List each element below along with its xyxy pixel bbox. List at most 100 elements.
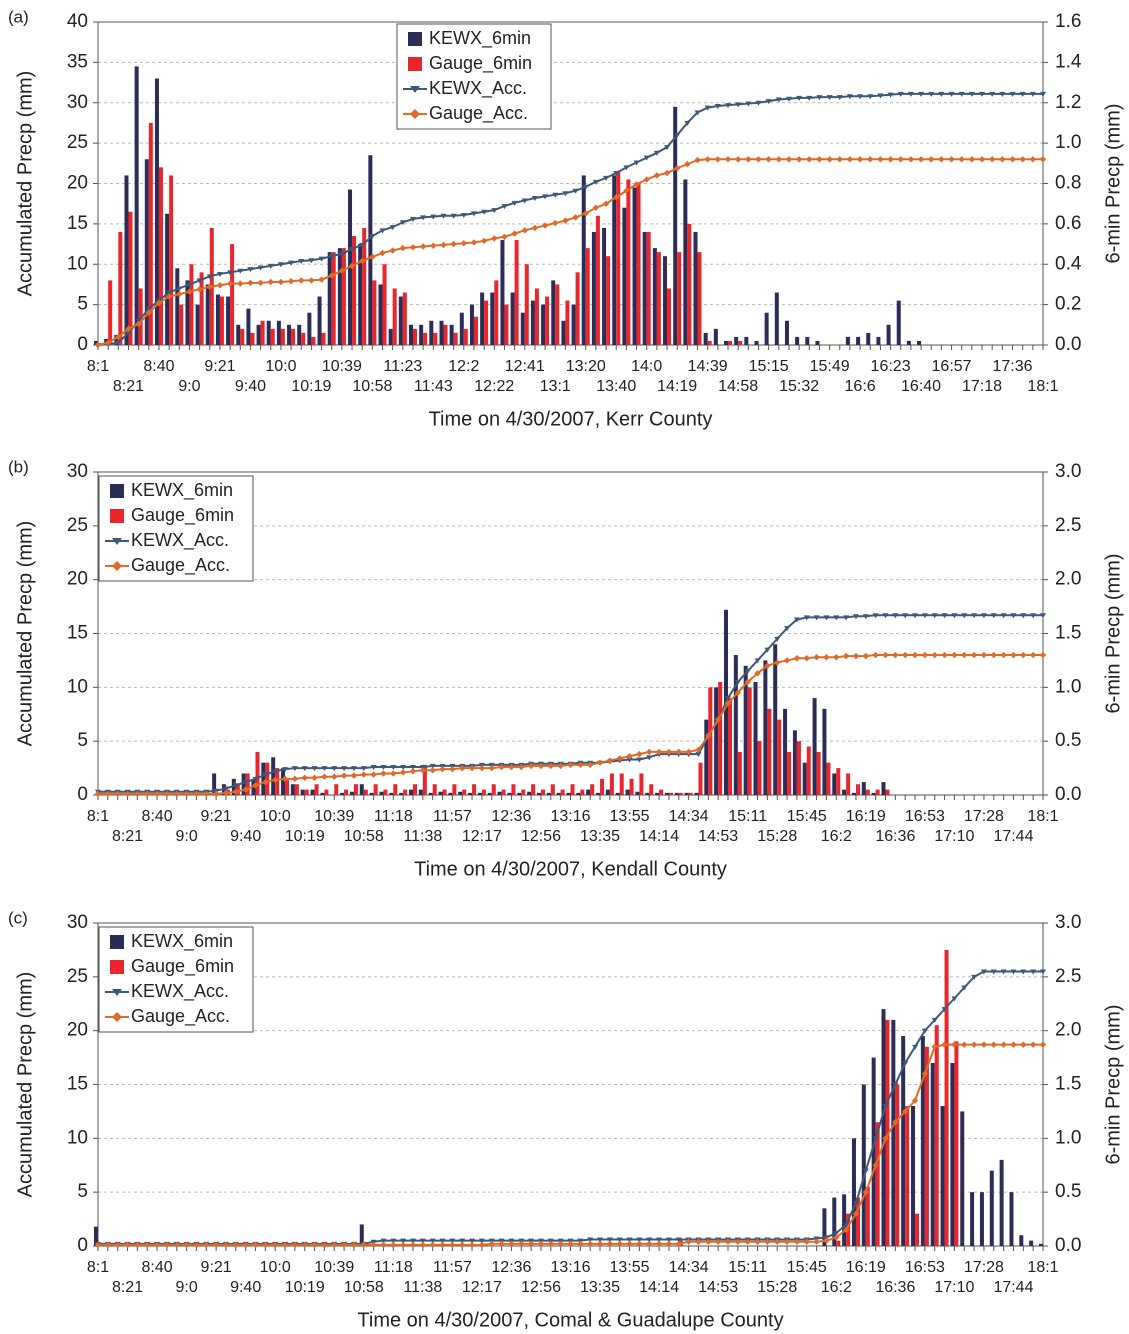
- x-tick-label: 9:0: [175, 1279, 197, 1296]
- bar: [626, 179, 631, 345]
- bar: [501, 789, 506, 795]
- x-tick-label: 10:0: [260, 808, 291, 825]
- bar: [629, 778, 634, 795]
- x-tick-label: 9:0: [175, 828, 197, 845]
- bar: [783, 708, 788, 795]
- bar: [219, 296, 224, 345]
- legend-box: [98, 926, 254, 1033]
- bar: [954, 1041, 959, 1246]
- panel: (b)0510152025300.00.51.01.52.02.53.08:18…: [8, 457, 1124, 880]
- bar: [409, 324, 413, 345]
- y2-tick-label: 1.6: [1055, 11, 1081, 32]
- bar: [419, 324, 424, 345]
- x-tick-label: 9:21: [201, 808, 232, 825]
- legend-marker: [112, 561, 122, 571]
- y-tick-label: 25: [67, 132, 88, 153]
- bar: [989, 1170, 994, 1246]
- y-axis-label: Accumulated Precp (mm): [14, 521, 36, 747]
- x-tick-label: 12:36: [491, 1259, 531, 1276]
- y-tick-label: 0: [77, 1235, 88, 1256]
- bar: [684, 792, 689, 795]
- legend-box: [98, 475, 254, 582]
- bar: [449, 324, 454, 345]
- bar: [565, 300, 570, 345]
- bar: [802, 762, 807, 795]
- bar: [534, 288, 539, 345]
- bar: [744, 336, 749, 345]
- x-tick-label: 14:58: [718, 378, 758, 395]
- y2-tick-label: 0.8: [1055, 173, 1081, 194]
- bar: [861, 1084, 866, 1246]
- bar: [713, 328, 718, 345]
- bar: [885, 789, 890, 795]
- x-tick-label: 11:18: [374, 808, 413, 825]
- bar: [911, 1106, 916, 1246]
- bar: [773, 644, 778, 795]
- bar: [245, 773, 250, 795]
- bar: [536, 792, 541, 795]
- x-tick-label: 10:39: [314, 1259, 354, 1276]
- bar: [230, 244, 235, 345]
- legend-marker: [112, 538, 122, 545]
- bar: [179, 304, 184, 345]
- x-tick-label: 11:38: [403, 1279, 442, 1296]
- bar: [905, 1106, 910, 1246]
- bar: [463, 328, 468, 345]
- bar: [261, 762, 266, 795]
- bar: [805, 336, 810, 345]
- bar: [688, 792, 693, 795]
- bar: [550, 784, 555, 795]
- bar: [560, 789, 565, 795]
- x-tick-label: 17:28: [964, 808, 1004, 825]
- bar: [484, 300, 489, 345]
- bar: [443, 324, 448, 345]
- bar: [678, 792, 683, 795]
- x-tick-label: 16:57: [932, 358, 972, 375]
- bar: [551, 280, 556, 345]
- bar: [822, 708, 827, 795]
- bar: [636, 183, 641, 345]
- bar: [667, 288, 672, 345]
- bar: [199, 272, 204, 345]
- bar: [561, 320, 566, 345]
- bar: [169, 175, 174, 345]
- bar: [297, 324, 302, 345]
- bar: [619, 773, 624, 795]
- x-tick-label: 15:49: [810, 358, 850, 375]
- bar: [764, 312, 769, 345]
- x-axis-label: Time on 4/30/2007, Kerr County: [429, 408, 713, 430]
- x-tick-label: 16:53: [905, 808, 945, 825]
- bar: [866, 332, 871, 345]
- x-tick-label: 16:19: [846, 808, 886, 825]
- legend-label: Gauge_Acc.: [131, 1006, 230, 1027]
- bar: [861, 782, 866, 795]
- legend: KEWX_6min Gauge_6min KEWX_Acc. Gauge_Acc.: [98, 926, 254, 1033]
- bar: [399, 792, 404, 795]
- legend-label: Gauge_6min: [131, 956, 234, 977]
- bar: [290, 784, 295, 795]
- y-tick-label: 30: [67, 461, 88, 482]
- y2-tick-label: 1.0: [1055, 1127, 1081, 1148]
- bar: [733, 655, 738, 795]
- bar: [531, 784, 536, 795]
- bar: [806, 746, 811, 795]
- bar: [575, 272, 580, 345]
- x-tick-label: 15:28: [757, 828, 797, 845]
- x-tick-label: 15:28: [757, 1279, 797, 1296]
- y2-tick-label: 2.5: [1055, 515, 1081, 536]
- bar: [468, 792, 473, 795]
- legend-label: KEWX_Acc.: [429, 78, 527, 99]
- bar: [836, 1240, 841, 1246]
- legend-label: Gauge_Acc.: [131, 555, 230, 576]
- legend-label: KEWX_Acc.: [131, 530, 229, 551]
- bar: [556, 792, 561, 795]
- bar: [285, 778, 290, 795]
- bar: [842, 1194, 847, 1246]
- bar: [737, 751, 742, 795]
- bar: [816, 751, 821, 795]
- bar: [250, 332, 255, 345]
- legend-box: [396, 23, 552, 130]
- bar: [881, 1009, 886, 1246]
- bar: [596, 792, 601, 795]
- bar: [656, 252, 661, 345]
